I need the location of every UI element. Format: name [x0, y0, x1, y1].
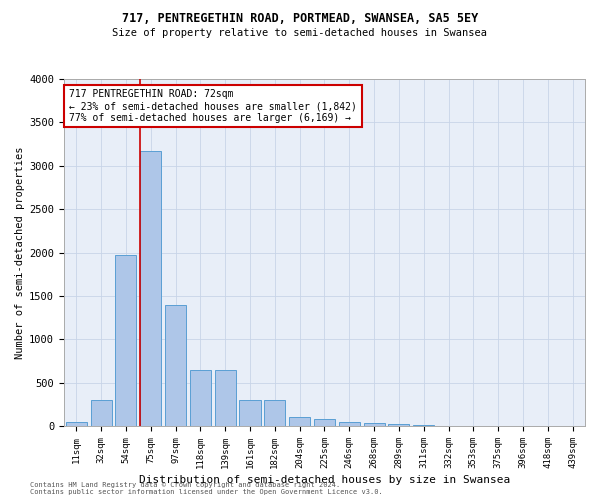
Bar	[388, 424, 409, 426]
Bar	[264, 400, 286, 426]
Bar	[339, 422, 360, 426]
Bar	[66, 422, 87, 426]
Bar	[115, 255, 136, 426]
Bar	[239, 400, 260, 426]
Bar	[165, 306, 186, 426]
Text: Contains HM Land Registry data © Crown copyright and database right 2024.: Contains HM Land Registry data © Crown c…	[30, 482, 340, 488]
Bar	[140, 151, 161, 426]
Bar	[190, 370, 211, 426]
Text: 717 PENTREGETHIN ROAD: 72sqm
← 23% of semi-detached houses are smaller (1,842)
7: 717 PENTREGETHIN ROAD: 72sqm ← 23% of se…	[69, 90, 357, 122]
Y-axis label: Number of semi-detached properties: Number of semi-detached properties	[15, 146, 25, 359]
X-axis label: Distribution of semi-detached houses by size in Swansea: Distribution of semi-detached houses by …	[139, 475, 510, 485]
Bar	[413, 425, 434, 426]
Bar	[364, 422, 385, 426]
Bar	[314, 419, 335, 426]
Text: Size of property relative to semi-detached houses in Swansea: Size of property relative to semi-detach…	[113, 28, 487, 38]
Bar	[91, 400, 112, 426]
Bar	[215, 370, 236, 426]
Bar	[289, 416, 310, 426]
Text: 717, PENTREGETHIN ROAD, PORTMEAD, SWANSEA, SA5 5EY: 717, PENTREGETHIN ROAD, PORTMEAD, SWANSE…	[122, 12, 478, 26]
Text: Contains public sector information licensed under the Open Government Licence v3: Contains public sector information licen…	[30, 489, 383, 495]
